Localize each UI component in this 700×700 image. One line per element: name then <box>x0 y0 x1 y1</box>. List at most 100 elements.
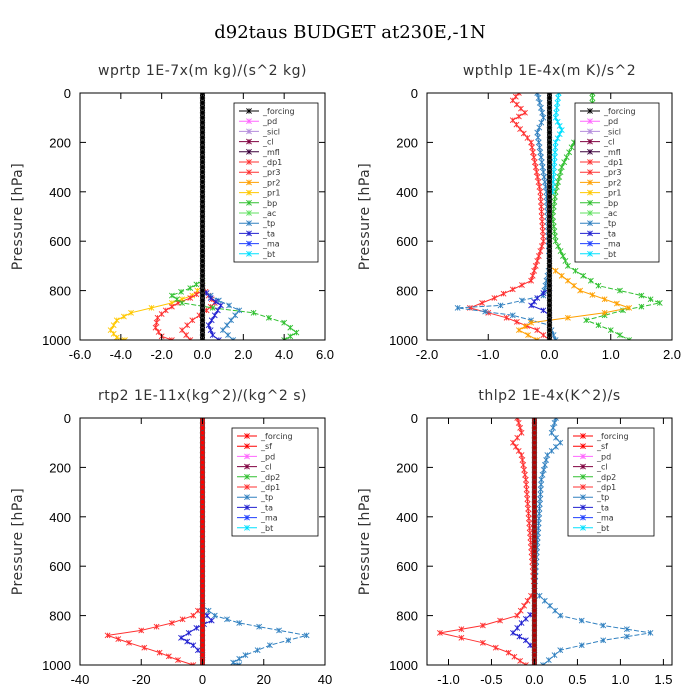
data-point <box>538 198 544 205</box>
y-tick-label: 200 <box>396 460 418 475</box>
data-point <box>205 607 212 614</box>
data-point <box>165 653 172 660</box>
data-point <box>552 267 559 274</box>
data-point <box>244 443 250 450</box>
plot-frame <box>426 417 673 666</box>
legend-label: _pr2 <box>262 178 280 187</box>
data-point <box>187 295 194 301</box>
data-point <box>183 332 190 338</box>
data-point <box>555 93 562 96</box>
y-axis-label: Pressure [hPa] <box>10 163 26 270</box>
legend-label: _bt <box>603 250 616 259</box>
data-point <box>561 159 568 166</box>
data-point <box>482 308 489 315</box>
data-point <box>555 179 561 185</box>
data-point <box>208 617 215 624</box>
legend: _forcing_pd_sicl_cl_mfl_dp1_pr3_pr2_pr1_… <box>574 102 660 263</box>
data-point <box>194 607 201 614</box>
legend-label: _ta <box>596 503 609 512</box>
data-point <box>178 288 184 295</box>
data-point <box>152 324 159 331</box>
data-point <box>500 290 507 297</box>
legend-label: _sf <box>596 442 608 451</box>
data-point <box>246 108 252 114</box>
series-ta <box>178 607 215 659</box>
data-point <box>244 484 250 490</box>
data-point <box>525 505 532 512</box>
data-point <box>246 189 252 196</box>
data-point <box>552 233 558 240</box>
x-tick-label: 20 <box>257 672 271 687</box>
data-point <box>589 93 596 96</box>
data-point <box>534 295 541 301</box>
legend-label: _pr1 <box>603 189 621 198</box>
data-point <box>104 632 111 639</box>
data-point <box>156 649 163 656</box>
plot-area <box>104 418 310 665</box>
data-point <box>193 625 200 631</box>
data-point <box>208 317 215 324</box>
data-point <box>175 657 181 663</box>
data-point <box>552 149 558 156</box>
data-point <box>647 629 654 636</box>
data-point <box>560 253 566 259</box>
data-point <box>256 623 263 630</box>
data-point <box>563 154 570 161</box>
legend-label: _forcing <box>260 432 293 441</box>
data-point <box>207 295 214 301</box>
data-point <box>138 627 145 634</box>
data-point <box>519 282 525 288</box>
data-point <box>540 290 547 296</box>
legend-label: _ma <box>603 240 621 249</box>
legend-label: _bt <box>262 250 275 259</box>
legend-label: _pr1 <box>262 189 280 198</box>
series-dp1 <box>466 93 553 340</box>
data-point <box>587 277 594 284</box>
data-point <box>638 292 645 299</box>
legend-label: _ta <box>262 229 275 238</box>
data-point <box>535 253 542 259</box>
data-point <box>244 453 250 460</box>
data-point <box>524 496 531 502</box>
chart-panel-2: wpthlp 1E-4x(m K)/s^2 Pressure [hPa] 0 200 4… <box>357 63 681 362</box>
data-point <box>545 657 552 663</box>
data-point <box>580 524 586 531</box>
data-point <box>583 317 590 324</box>
data-point <box>580 494 586 501</box>
data-point <box>536 99 543 106</box>
data-point <box>518 429 525 436</box>
data-point <box>246 148 252 155</box>
legend-label: _pd <box>603 117 618 126</box>
y-tick-label: 600 <box>49 559 71 574</box>
data-point <box>541 597 548 604</box>
data-point <box>244 504 250 511</box>
data-point <box>517 657 524 664</box>
series-line <box>202 605 307 665</box>
x-tick-label: 0.0 <box>193 347 211 362</box>
data-point <box>193 291 200 298</box>
data-point <box>512 93 519 100</box>
data-point <box>287 324 294 331</box>
data-point <box>587 118 593 125</box>
data-point <box>530 154 537 161</box>
data-point <box>524 500 531 507</box>
legend-label: _tp <box>262 219 275 228</box>
data-point <box>168 620 175 626</box>
data-point <box>528 139 535 146</box>
data-point <box>187 285 194 292</box>
data-point <box>224 322 230 329</box>
data-point <box>522 109 528 116</box>
data-point <box>536 510 543 517</box>
data-point <box>647 296 654 303</box>
data-point <box>528 302 535 309</box>
data-point <box>266 642 273 649</box>
legend-label: _cl <box>603 138 615 147</box>
data-point <box>551 420 558 426</box>
data-point <box>536 500 543 507</box>
data-point <box>607 327 614 334</box>
data-point <box>517 607 524 614</box>
data-point <box>194 647 201 654</box>
data-point <box>228 317 235 324</box>
x-tick-label: 4.0 <box>275 347 293 362</box>
x-tick-label: 1.5 <box>654 672 672 687</box>
